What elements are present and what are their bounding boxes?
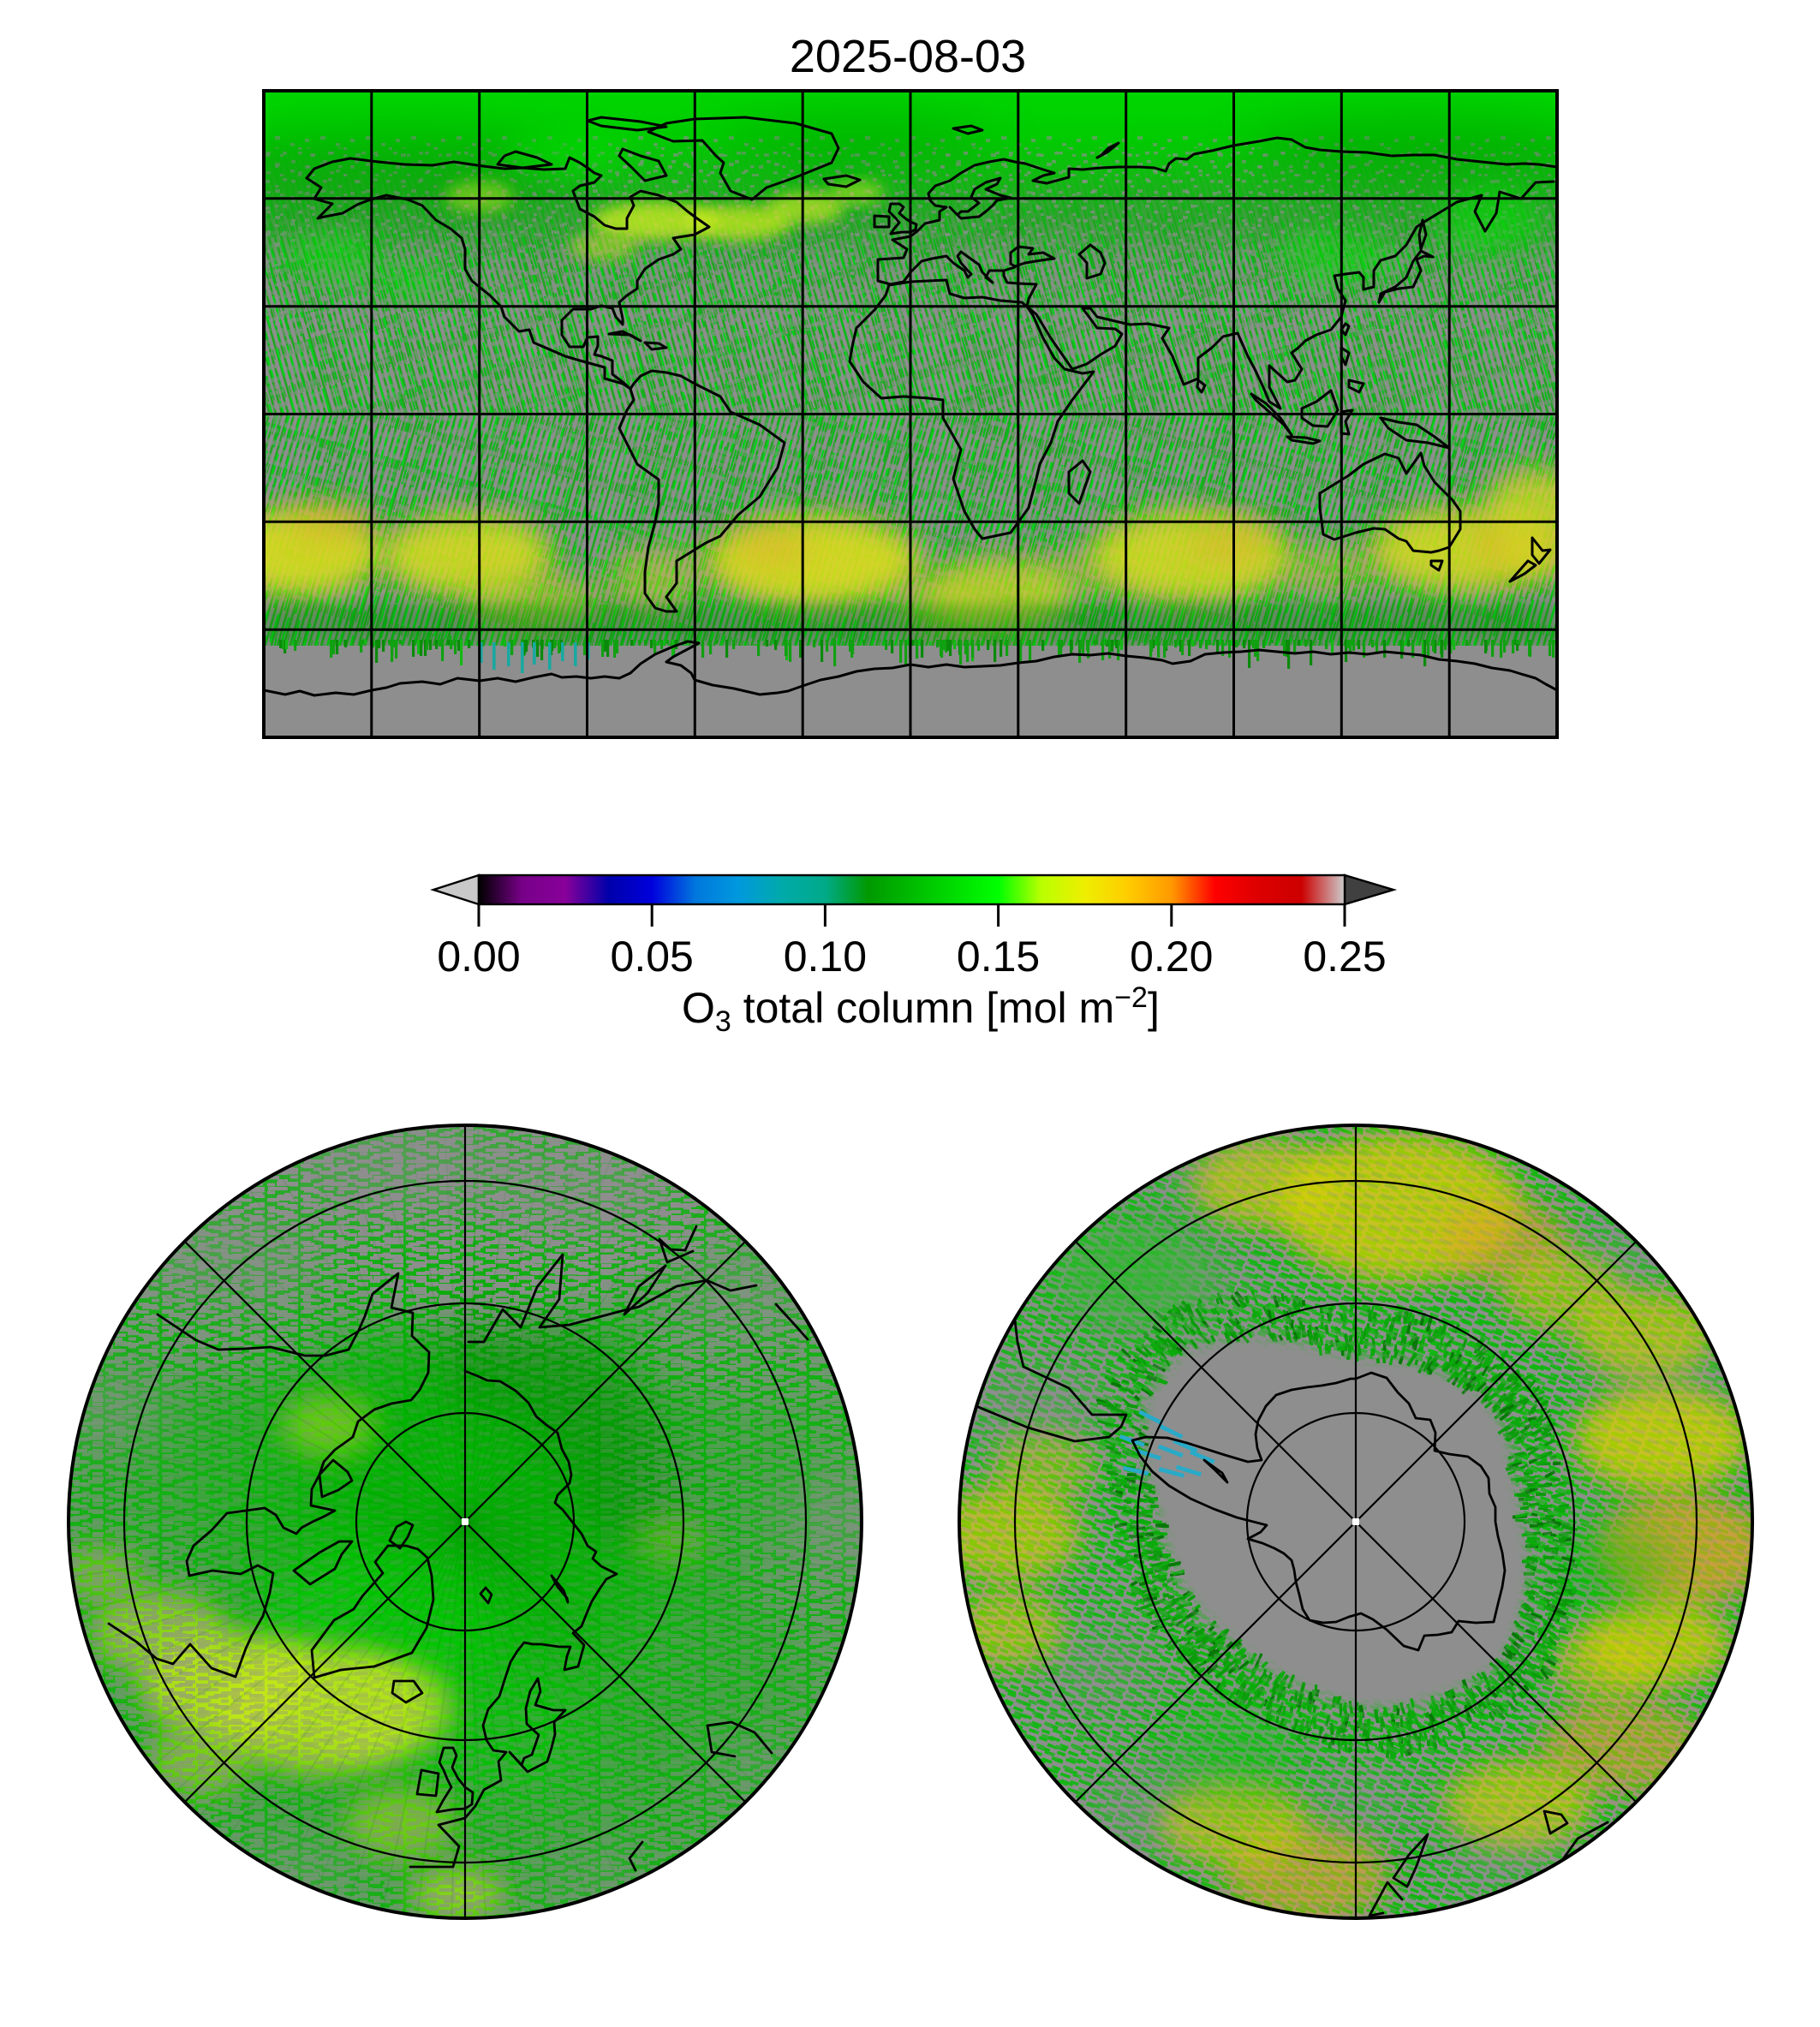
- svg-text:O3 total column [mol m−2]: O3 total column [mol m−2]: [682, 981, 1160, 1038]
- svg-text:0.15: 0.15: [957, 933, 1040, 981]
- svg-text:0.10: 0.10: [784, 933, 867, 981]
- svg-text:0.05: 0.05: [611, 933, 694, 981]
- svg-text:0.00: 0.00: [437, 933, 520, 981]
- svg-text:2025-08-03: 2025-08-03: [790, 31, 1026, 82]
- svg-text:0.25: 0.25: [1303, 933, 1386, 981]
- svg-text:0.20: 0.20: [1130, 933, 1213, 981]
